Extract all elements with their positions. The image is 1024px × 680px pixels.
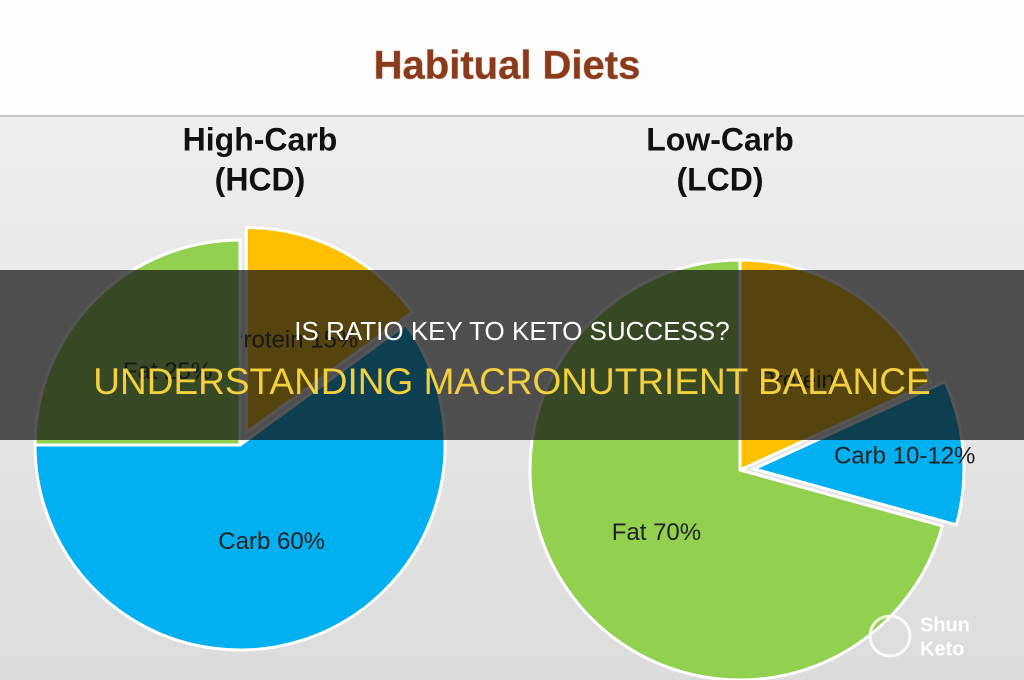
watermark: Shun Keto	[868, 614, 970, 660]
slice-label: Carb 60%	[218, 528, 325, 555]
banner-question: IS RATIO KEY TO KETO SUCCESS?	[294, 316, 729, 346]
watermark-icon	[868, 614, 912, 658]
banner-headline: UNDERSTANDING MACRONUTRIENT BALANCE	[93, 361, 930, 402]
chart-title: High-Carb	[183, 121, 338, 157]
page-title: Habitual Diets	[374, 44, 641, 88]
slice-label: Fat 70%	[612, 519, 701, 546]
slice-label: Carb 10-12%	[834, 442, 975, 469]
chart-title: Low-Carb	[646, 121, 794, 157]
header-band	[0, 0, 1024, 115]
chart-subtitle: (HCD)	[215, 161, 306, 197]
banner	[0, 270, 1024, 440]
chart-subtitle: (LCD)	[676, 161, 763, 197]
watermark-line1: Shun	[920, 614, 970, 636]
watermark-line2: Keto	[920, 638, 964, 660]
